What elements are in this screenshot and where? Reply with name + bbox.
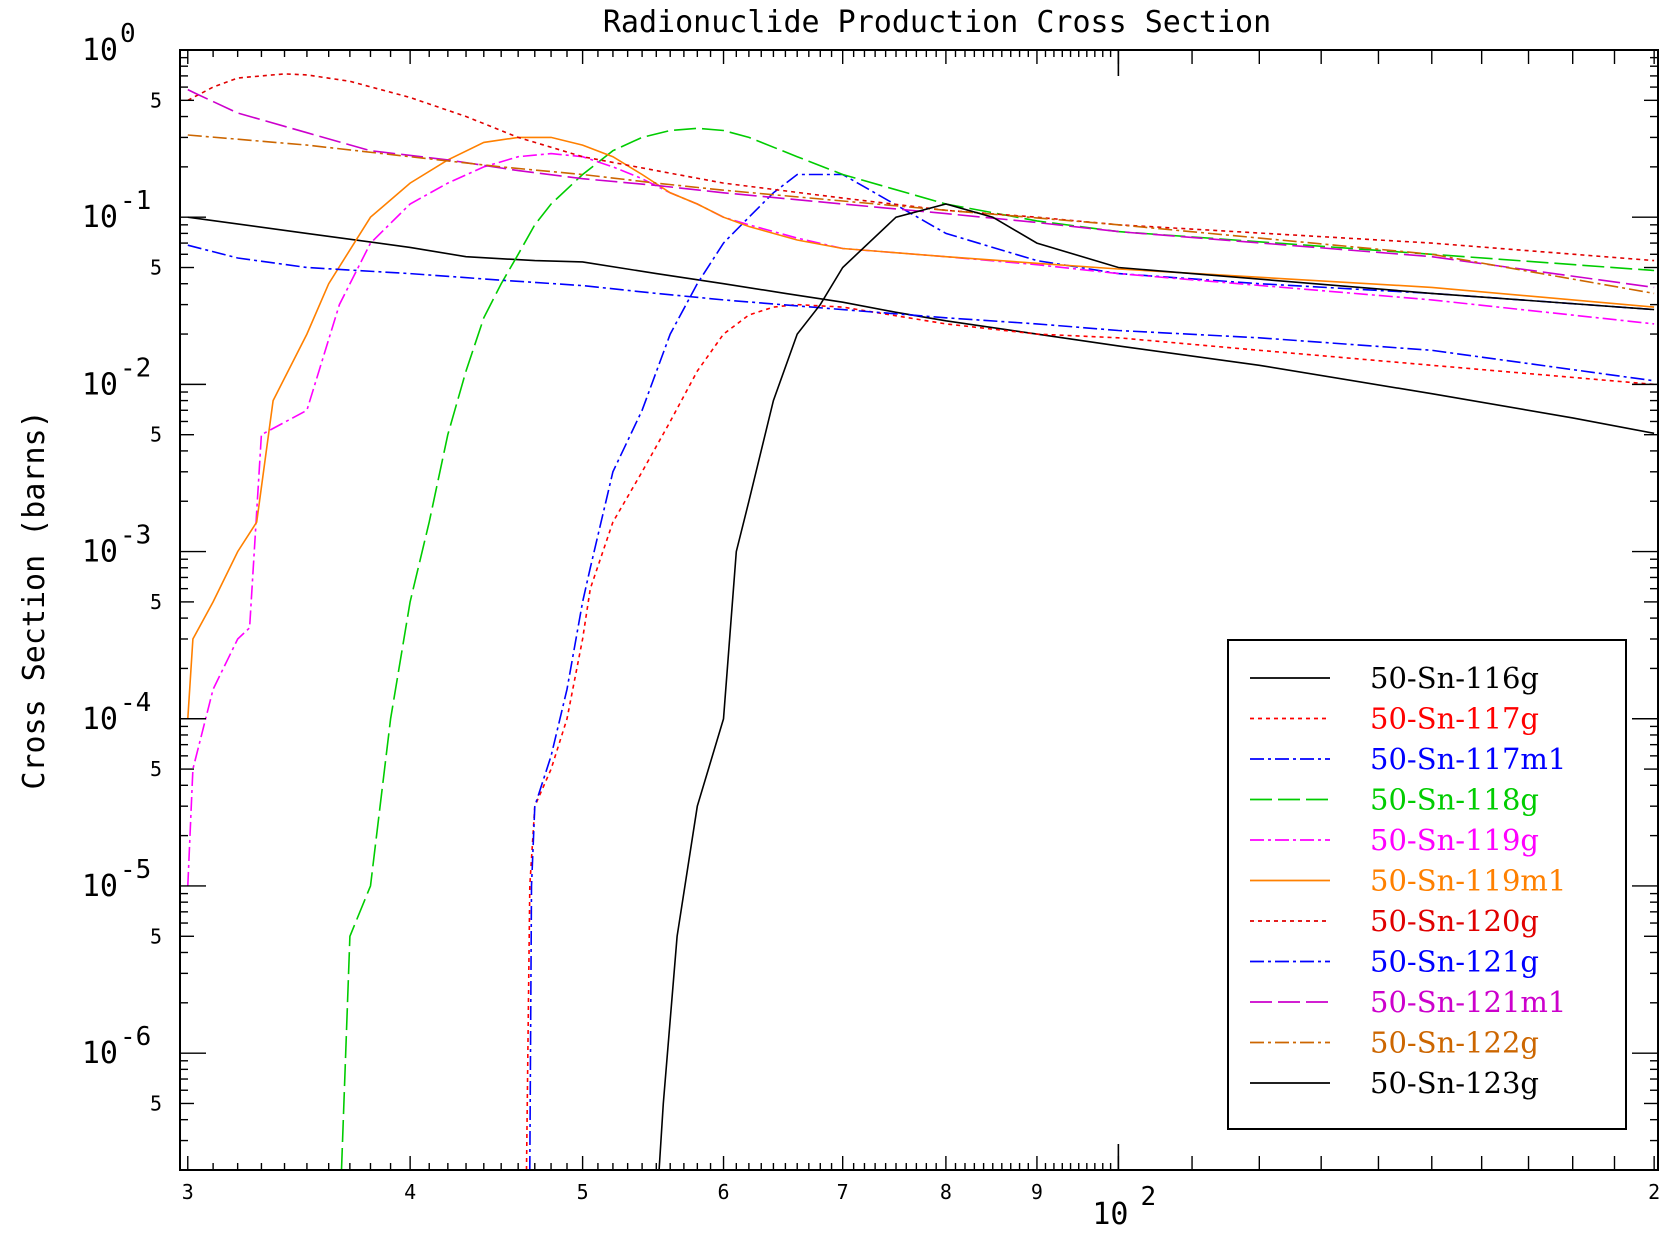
- y-decade-label-base: 10: [82, 200, 118, 235]
- x-decade-label-base: 10: [1092, 1197, 1128, 1232]
- series-line-50-sn-121g: [187, 244, 1655, 382]
- legend-label: 50-Sn-119g: [1370, 823, 1539, 857]
- x-decade-label-exp: 2: [1141, 1182, 1157, 1212]
- y-decade-label-base: 10: [82, 367, 118, 402]
- legend-label: 50-Sn-117g: [1370, 702, 1539, 736]
- series-line-50-sn-120g: [187, 73, 1655, 262]
- y-decade-label-base: 10: [82, 702, 118, 737]
- legend-label: 50-Sn-120g: [1370, 904, 1539, 938]
- y-minor-label: 5: [150, 924, 162, 948]
- series-line-50-sn-117m1: [529, 173, 1655, 1170]
- y-decade-label-exp: -4: [120, 688, 151, 718]
- series-line-50-sn-116g: [187, 216, 1655, 435]
- x-tick-label: 5: [577, 1180, 589, 1204]
- y-decade-label-exp: -6: [120, 1022, 151, 1052]
- y-minor-label: 5: [150, 590, 162, 614]
- x-tick-label: 8: [940, 1180, 952, 1204]
- legend-label: 50-Sn-118g: [1370, 783, 1539, 817]
- y-decade-label-base: 10: [82, 1036, 118, 1071]
- y-decade-label-exp: -3: [120, 521, 151, 551]
- y-minor-label: 5: [150, 1091, 162, 1115]
- y-decade-label-base: 10: [82, 535, 118, 570]
- x-tick-label: 4: [404, 1180, 416, 1204]
- legend-label: 50-Sn-121m1: [1370, 985, 1566, 1019]
- x-axis: 3 4 5 6 7 8 9 2 10 2: [182, 50, 1660, 1232]
- y-decade-label-exp: -5: [120, 855, 151, 885]
- legend-label: 50-Sn-116g: [1370, 661, 1539, 695]
- legend-box: [1227, 639, 1627, 1130]
- series-line-50-sn-118g: [340, 127, 1655, 1170]
- legend-label: 50-Sn-119m1: [1370, 864, 1566, 898]
- series-layer: [187, 73, 1655, 1170]
- chart-title: Radionuclide Production Cross Section: [603, 5, 1271, 40]
- y-minor-label: 5: [150, 88, 162, 112]
- y-minor-label: 5: [150, 423, 162, 447]
- y-decade-label-exp: 0: [120, 19, 136, 49]
- series-line-50-sn-121m1: [187, 88, 1655, 289]
- legend-label: 50-Sn-121g: [1370, 945, 1539, 979]
- y-decade-label-base: 10: [82, 869, 118, 904]
- legend-label: 50-Sn-117m1: [1370, 742, 1566, 776]
- y-decade-label-exp: -2: [120, 353, 151, 383]
- x-tick-label: 7: [837, 1180, 849, 1204]
- x-tick-label: 6: [718, 1180, 730, 1204]
- series-line-50-sn-122g: [187, 134, 1655, 295]
- x-tick-label: 9: [1031, 1180, 1043, 1204]
- series-line-50-sn-123g: [658, 203, 1655, 1170]
- x-tick-label: 2: [1648, 1180, 1660, 1204]
- y-axis-label: Cross Section (barns): [17, 410, 52, 789]
- series-line-50-sn-117g: [525, 303, 1655, 1170]
- y-minor-label: 5: [150, 256, 162, 280]
- y-decade-label-base: 10: [82, 33, 118, 68]
- y-minor-label: 5: [150, 757, 162, 781]
- y-decade-label-exp: -1: [120, 186, 151, 216]
- legend-label: 50-Sn-122g: [1370, 1026, 1539, 1060]
- series-line-50-sn-119m1: [187, 136, 1655, 719]
- legend: 50-Sn-116g 50-Sn-117g 50-Sn-117m1 50-Sn-118…: [1227, 639, 1627, 1130]
- x-tick-label: 3: [182, 1180, 194, 1204]
- legend-label: 50-Sn-123g: [1370, 1066, 1539, 1100]
- plot-frame: [179, 49, 1659, 1171]
